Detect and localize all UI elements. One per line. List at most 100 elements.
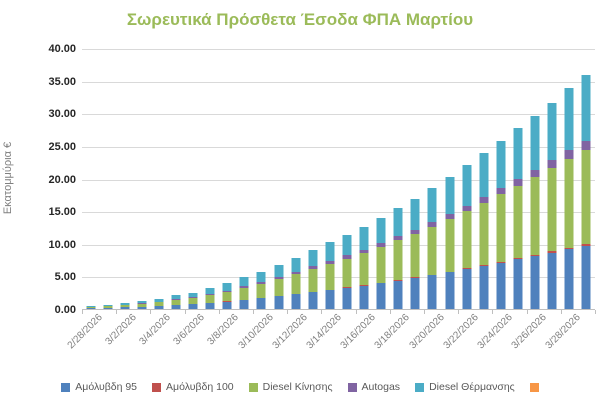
legend-swatch-icon <box>415 382 425 392</box>
bar-segment <box>154 298 164 302</box>
bar-slot-3/8/2026 <box>219 49 236 309</box>
bar-slot-3/11/2026 <box>270 49 287 309</box>
bar-segment <box>530 115 540 170</box>
bar-segment <box>239 286 249 288</box>
x-axis-tick <box>82 310 83 314</box>
gridline-40 <box>82 49 595 50</box>
gridline-35 <box>82 81 595 83</box>
bar-segment <box>581 245 591 309</box>
bar-slot-3/24/2026 <box>492 49 509 309</box>
bar-segment <box>171 304 181 309</box>
bar-segment <box>188 304 198 309</box>
bar-segment <box>239 299 249 309</box>
gridline-15 <box>82 212 595 214</box>
stacked-bar-3/19/2026 <box>410 198 420 309</box>
legend-swatch-icon <box>347 382 357 392</box>
bar-segment <box>222 290 232 292</box>
bar-segment <box>222 291 232 302</box>
y-tick-label-10.00: 10.00 <box>48 238 76 251</box>
bar-segment <box>427 226 437 275</box>
bar-segment <box>427 274 437 276</box>
x-axis-tick <box>424 310 425 314</box>
bar-segment <box>325 290 335 309</box>
bar-segment <box>581 75 591 141</box>
bar-segment <box>205 288 215 294</box>
bar-slot-3/19/2026 <box>407 49 424 309</box>
bar-segment <box>137 301 147 304</box>
bar-segment <box>410 198 420 230</box>
bar-slot-3/1/2026 <box>99 49 116 309</box>
bar-series-container <box>82 49 595 309</box>
bar-segment <box>513 185 523 259</box>
bar-segment <box>410 278 420 309</box>
y-tick-label-30.00: 30.00 <box>48 108 76 121</box>
bar-segment <box>359 285 369 286</box>
gridline-10 <box>82 244 595 246</box>
bar-segment <box>86 308 96 309</box>
bar-segment <box>393 236 403 241</box>
stacked-bar-3/27/2026 <box>547 102 557 309</box>
legend-item-Αμόλυβδη 100: Αμόλυβδη 100 <box>152 381 234 393</box>
bar-segment <box>530 256 540 309</box>
stacked-bar-3/4/2026 <box>154 298 164 309</box>
bar-segment <box>462 268 472 270</box>
x-tick-label-3/12/2026: 3/12/2026 <box>270 312 310 352</box>
x-axis-tick <box>492 310 494 314</box>
bar-segment <box>410 229 420 235</box>
bar-segment <box>274 278 284 296</box>
legend-item-unlabeled <box>529 382 539 392</box>
bar-segment <box>564 249 574 309</box>
bar-segment <box>513 128 523 179</box>
bar-slot-3/4/2026 <box>150 49 167 309</box>
y-tick-label-35.00: 35.00 <box>48 75 76 88</box>
bar-segment <box>308 268 318 292</box>
bar-segment <box>274 277 284 279</box>
x-axis-tick <box>150 310 152 314</box>
bar-segment <box>462 211 472 269</box>
legend-swatch-icon <box>248 382 258 392</box>
bar-segment <box>103 304 113 306</box>
y-tick-label-20.00: 20.00 <box>48 173 76 186</box>
bar-segment <box>171 299 181 305</box>
bar-segment <box>410 277 420 279</box>
bar-segment <box>445 214 455 220</box>
bar-segment <box>445 219 455 272</box>
bar-segment <box>547 252 557 309</box>
stacked-bar-3/11/2026 <box>274 264 284 309</box>
bar-slot-3/26/2026 <box>526 49 543 309</box>
legend-label: Diesel Θέρμανσης <box>429 381 515 393</box>
bar-segment <box>325 242 335 262</box>
bar-slot-3/15/2026 <box>338 49 355 309</box>
bar-segment <box>530 254 540 257</box>
bar-segment <box>376 283 386 309</box>
x-tick-label-3/28/2026: 3/28/2026 <box>543 312 584 352</box>
bar-segment <box>325 263 335 290</box>
bar-slot-3/14/2026 <box>321 49 338 309</box>
plot-area <box>82 49 596 314</box>
bar-segment <box>427 188 437 222</box>
bar-segment <box>410 234 420 278</box>
bar-segment <box>359 226 369 250</box>
bar-segment <box>205 302 215 309</box>
y-axis-tick-labels: 0.00 5.00 10.00 15.00 20.00 25.00 30.00 35.00 40… <box>0 43 76 316</box>
bar-segment <box>342 258 352 288</box>
bar-segment <box>239 287 249 300</box>
x-axis-tick <box>355 310 357 314</box>
legend-swatch-icon <box>61 382 71 392</box>
x-axis-tick <box>458 310 460 314</box>
bar-segment <box>445 271 455 273</box>
bar-segment <box>291 271 301 275</box>
bar-segment <box>513 178 523 186</box>
bar-segment <box>188 298 198 305</box>
bar-segment <box>513 259 523 309</box>
bar-segment <box>154 306 164 309</box>
bar-segment <box>581 244 591 246</box>
y-tick-label-25.00: 25.00 <box>48 140 76 153</box>
bar-segment <box>479 153 489 197</box>
bar-segment <box>445 177 455 215</box>
bar-slot-3/28/2026 <box>561 49 578 309</box>
x-axis-tick-labels: 2/28/2026 3/2/2026 3/4/2026 3/6/2026 3/8/202… <box>65 312 595 372</box>
bar-segment <box>188 297 198 299</box>
y-tick-label-15.00: 15.00 <box>48 206 76 219</box>
x-tick-label-3/18/2026: 3/18/2026 <box>372 312 413 352</box>
